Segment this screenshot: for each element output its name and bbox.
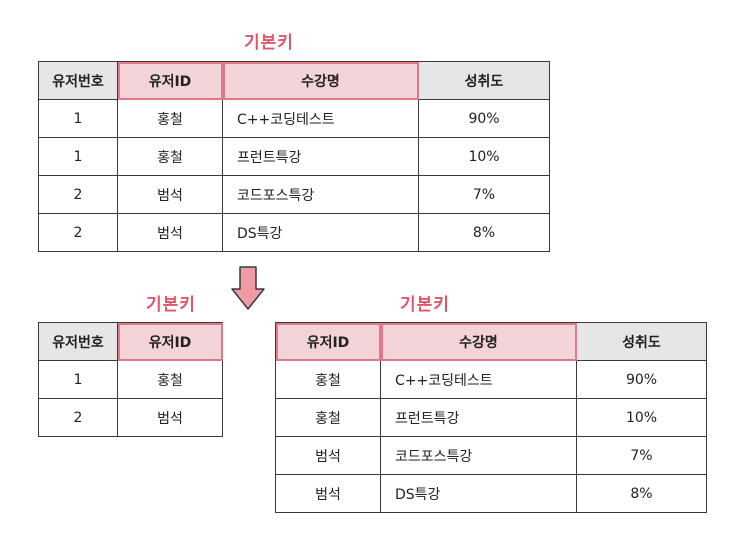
cell: 범석	[275, 436, 381, 475]
header-cell-user-no: 유저번호	[38, 322, 118, 361]
cell: 홍철	[117, 99, 223, 138]
table-header-row: 유저번호 유저ID	[38, 322, 223, 361]
cell: 프런트특강	[380, 398, 577, 437]
table-row: 2 범석	[38, 398, 223, 437]
cell: 10%	[576, 398, 707, 437]
cell: 홍철	[117, 137, 223, 176]
table-row: 홍철 프런트특강 10%	[275, 398, 707, 437]
header-cell-user-no: 유저번호	[38, 61, 118, 100]
header-cell-user-id-pk: 유저ID	[275, 322, 381, 361]
cell: 범석	[275, 474, 381, 513]
cell: 8%	[576, 474, 707, 513]
table-row: 1 홍철 프런트특강 10%	[38, 137, 550, 176]
cell: 홍철	[117, 360, 223, 399]
course-table-primary-key-label: 기본키	[400, 295, 450, 315]
course-table: 유저ID 수강명 성취도 홍철 C++코딩테스트 90% 홍철 프런트특강 10…	[275, 322, 707, 513]
cell: 1	[38, 99, 118, 138]
table-row: 1 홍철	[38, 360, 223, 399]
table-row: 2 범석 DS특강 8%	[38, 213, 550, 252]
cell: 범석	[117, 398, 223, 437]
table-row: 범석 코드포스특강 7%	[275, 436, 707, 475]
table-header-row: 유저ID 수강명 성취도	[275, 322, 707, 361]
top-enrollment-table: 유저번호 유저ID 수강명 성취도 1 홍철 C++코딩테스트 90% 1 홍철…	[38, 61, 550, 252]
cell: 8%	[418, 213, 550, 252]
down-arrow-icon	[231, 266, 265, 310]
cell: C++코딩테스트	[222, 99, 419, 138]
cell: 코드포스특강	[380, 436, 577, 475]
header-cell-achievement: 성취도	[576, 322, 707, 361]
cell: 홍철	[275, 360, 381, 399]
cell: 1	[38, 137, 118, 176]
cell: C++코딩테스트	[380, 360, 577, 399]
table-row: 2 범석 코드포스특강 7%	[38, 175, 550, 214]
header-cell-user-id-pk: 유저ID	[117, 61, 223, 100]
cell: 범석	[117, 175, 223, 214]
cell: 2	[38, 175, 118, 214]
cell: 2	[38, 213, 118, 252]
cell: 1	[38, 360, 118, 399]
table-row: 홍철 C++코딩테스트 90%	[275, 360, 707, 399]
cell: 범석	[117, 213, 223, 252]
table-row: 1 홍철 C++코딩테스트 90%	[38, 99, 550, 138]
table-header-row: 유저번호 유저ID 수강명 성취도	[38, 61, 550, 100]
cell: 90%	[418, 99, 550, 138]
user-table: 유저번호 유저ID 1 홍철 2 범석	[38, 322, 223, 437]
user-table-primary-key-label: 기본키	[146, 295, 196, 315]
cell: 90%	[576, 360, 707, 399]
table-row: 범석 DS특강 8%	[275, 474, 707, 513]
cell: DS특강	[380, 474, 577, 513]
cell: 2	[38, 398, 118, 437]
cell: 10%	[418, 137, 550, 176]
header-cell-achievement: 성취도	[418, 61, 550, 100]
cell: 홍철	[275, 398, 381, 437]
cell: 코드포스특강	[222, 175, 419, 214]
header-cell-course-pk: 수강명	[222, 61, 419, 100]
header-cell-course-pk: 수강명	[380, 322, 577, 361]
cell: 7%	[576, 436, 707, 475]
cell: DS특강	[222, 213, 419, 252]
cell: 7%	[418, 175, 550, 214]
top-primary-key-label: 기본키	[244, 33, 294, 53]
header-cell-user-id-pk: 유저ID	[117, 322, 223, 361]
cell: 프런트특강	[222, 137, 419, 176]
